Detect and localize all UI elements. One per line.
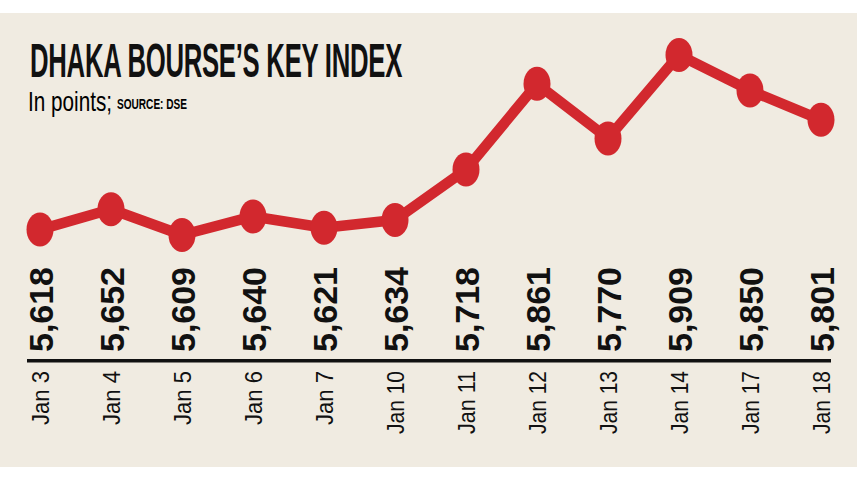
value-label: 5,634 (377, 267, 415, 352)
date-label: Jan 18 (808, 371, 835, 434)
data-point-jan-13 (595, 121, 622, 155)
data-point-jan-18 (808, 103, 835, 137)
data-point-jan-11 (453, 153, 480, 187)
infographic-page: DHAKA BOURSE’S KEY INDEX In points; SOUR… (0, 0, 857, 482)
x-axis-line (27, 359, 831, 363)
value-label: 5,909 (661, 267, 699, 352)
data-point-jan-14 (666, 38, 693, 72)
date-label: Jan 14 (666, 371, 693, 434)
value-label: 5,621 (306, 267, 344, 352)
value-label: 5,718 (448, 267, 486, 352)
value-label: 5,609 (164, 267, 202, 352)
date-label: Jan 7 (311, 371, 338, 425)
date-label: Jan 10 (382, 371, 409, 434)
data-point-jan-7 (311, 211, 338, 245)
date-label: Jan 4 (98, 371, 125, 425)
data-point-jan-12 (524, 67, 551, 101)
date-label: Jan 6 (240, 371, 267, 425)
date-label: Jan 17 (737, 371, 764, 434)
data-point-jan-6 (240, 199, 267, 233)
line-chart: 5,618 5,652 5,609 5,640 5,621 5,634 5,718 5,861… (0, 0, 857, 482)
value-label: 5,801 (803, 267, 841, 352)
value-label: 5,652 (93, 267, 131, 352)
data-point-jan-5 (169, 218, 196, 252)
date-label: Jan 3 (27, 371, 54, 425)
value-label: 5,640 (235, 267, 273, 352)
date-label: Jan 12 (524, 371, 551, 434)
data-point-jan-17 (737, 73, 764, 107)
value-label: 5,618 (22, 267, 60, 352)
value-label: 5,861 (519, 267, 557, 352)
index-line (40, 55, 821, 235)
data-point-jan-4 (98, 192, 125, 226)
date-label: Jan 11 (453, 371, 480, 434)
value-label: 5,850 (732, 267, 770, 352)
date-label: Jan 5 (169, 371, 196, 425)
data-point-jan-3 (27, 213, 54, 247)
data-point-jan-10 (382, 203, 409, 237)
date-label: Jan 13 (595, 371, 622, 434)
value-label: 5,770 (590, 267, 628, 352)
